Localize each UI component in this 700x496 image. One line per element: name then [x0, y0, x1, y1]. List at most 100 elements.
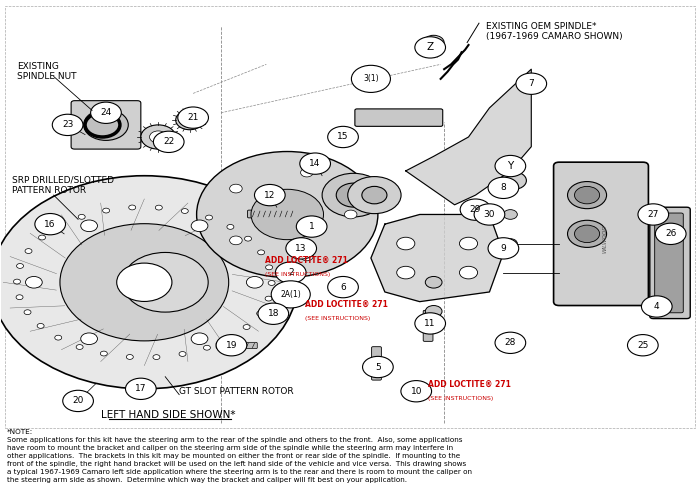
FancyBboxPatch shape	[71, 101, 141, 149]
Circle shape	[258, 303, 288, 324]
Text: Z: Z	[426, 42, 434, 53]
Text: 15: 15	[337, 132, 349, 141]
Text: 17: 17	[135, 384, 146, 393]
FancyBboxPatch shape	[424, 310, 433, 341]
Text: (SEE INSTRUCTIONS): (SEE INSTRUCTIONS)	[304, 316, 370, 321]
Text: 23: 23	[62, 121, 74, 129]
Polygon shape	[371, 214, 503, 302]
Circle shape	[153, 131, 184, 152]
FancyBboxPatch shape	[654, 213, 683, 313]
Circle shape	[415, 37, 445, 58]
Circle shape	[179, 352, 186, 357]
Circle shape	[426, 306, 442, 317]
Circle shape	[52, 114, 83, 135]
Text: 19: 19	[225, 341, 237, 350]
Text: EXISTING OEM SPINDLE*
(1967-1969 CAMARO SHOWN): EXISTING OEM SPINDLE* (1967-1969 CAMARO …	[486, 22, 622, 41]
Text: ADD LOCTITE® 271: ADD LOCTITE® 271	[265, 256, 348, 265]
Circle shape	[141, 125, 176, 149]
Circle shape	[60, 224, 229, 341]
Text: 8: 8	[500, 184, 506, 192]
Text: 29: 29	[470, 205, 481, 214]
Circle shape	[16, 295, 23, 300]
FancyBboxPatch shape	[554, 162, 648, 306]
Circle shape	[363, 356, 393, 377]
Text: 24: 24	[100, 108, 111, 117]
Text: 3(1): 3(1)	[363, 74, 379, 83]
Circle shape	[246, 276, 263, 288]
Circle shape	[153, 355, 160, 360]
Circle shape	[37, 323, 44, 328]
Circle shape	[362, 186, 387, 204]
Text: 7: 7	[528, 79, 534, 88]
Circle shape	[76, 345, 83, 350]
Circle shape	[191, 333, 208, 345]
Circle shape	[181, 209, 188, 213]
Text: 14: 14	[309, 159, 321, 168]
Circle shape	[336, 183, 371, 207]
Circle shape	[495, 332, 526, 354]
Circle shape	[90, 102, 121, 124]
Circle shape	[38, 235, 46, 240]
Circle shape	[271, 281, 310, 308]
Circle shape	[257, 311, 264, 316]
Circle shape	[155, 205, 162, 210]
Text: 6: 6	[340, 283, 346, 292]
Circle shape	[25, 248, 32, 253]
Text: 22: 22	[163, 137, 174, 146]
Circle shape	[255, 185, 285, 206]
Text: 26: 26	[665, 229, 676, 239]
Text: 20: 20	[72, 396, 84, 405]
Circle shape	[84, 110, 128, 140]
Circle shape	[129, 205, 136, 210]
Circle shape	[460, 199, 491, 220]
Text: 1: 1	[309, 222, 314, 231]
Circle shape	[230, 184, 242, 193]
Circle shape	[150, 131, 167, 143]
Circle shape	[351, 65, 391, 92]
Text: LEFT HAND SIDE SHOWN*: LEFT HAND SIDE SHOWN*	[102, 411, 236, 421]
Polygon shape	[406, 69, 531, 205]
Circle shape	[344, 210, 357, 219]
Circle shape	[178, 107, 209, 128]
Text: WILWOOD: WILWOOD	[602, 225, 607, 253]
Text: 4: 4	[654, 302, 659, 311]
Circle shape	[575, 186, 600, 204]
Circle shape	[495, 155, 526, 177]
Text: 9: 9	[500, 244, 506, 253]
Circle shape	[122, 252, 208, 312]
Circle shape	[57, 224, 64, 228]
Circle shape	[300, 168, 313, 177]
Circle shape	[501, 172, 526, 189]
Text: 25: 25	[637, 341, 648, 350]
Circle shape	[568, 220, 607, 248]
Circle shape	[488, 238, 519, 259]
Circle shape	[125, 378, 156, 399]
Text: Y: Y	[508, 161, 514, 171]
Text: 21: 21	[188, 113, 199, 122]
Circle shape	[243, 324, 250, 329]
Circle shape	[258, 250, 265, 255]
Circle shape	[227, 225, 234, 229]
Circle shape	[265, 265, 272, 270]
Circle shape	[80, 220, 97, 232]
Text: 12: 12	[264, 190, 276, 199]
Circle shape	[459, 237, 477, 250]
Text: 28: 28	[505, 338, 516, 347]
Circle shape	[638, 204, 668, 225]
Circle shape	[204, 345, 211, 350]
Circle shape	[216, 335, 247, 356]
Circle shape	[300, 252, 313, 261]
Circle shape	[286, 238, 316, 259]
Circle shape	[503, 210, 517, 219]
Circle shape	[55, 335, 62, 340]
Circle shape	[176, 110, 204, 130]
Circle shape	[503, 239, 517, 248]
Circle shape	[275, 262, 306, 283]
Text: 16: 16	[44, 220, 56, 229]
Circle shape	[300, 153, 330, 174]
Circle shape	[516, 73, 547, 94]
Circle shape	[225, 336, 232, 341]
Circle shape	[244, 236, 251, 241]
Circle shape	[117, 263, 172, 302]
FancyBboxPatch shape	[248, 210, 295, 218]
